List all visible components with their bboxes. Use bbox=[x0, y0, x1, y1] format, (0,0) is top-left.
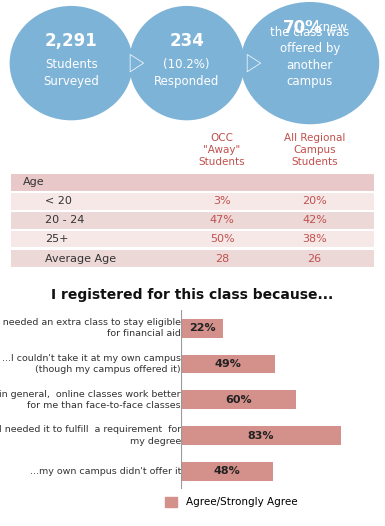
FancyBboxPatch shape bbox=[12, 249, 373, 268]
Text: 83%: 83% bbox=[248, 430, 274, 441]
Bar bbox=[181, 462, 273, 481]
Text: 22%: 22% bbox=[189, 323, 216, 333]
Text: 70%: 70% bbox=[283, 18, 323, 37]
Text: 20 - 24: 20 - 24 bbox=[45, 215, 84, 225]
Text: Students
Surveyed: Students Surveyed bbox=[43, 58, 99, 88]
Text: Average Age: Average Age bbox=[45, 254, 116, 264]
FancyBboxPatch shape bbox=[12, 229, 373, 248]
Ellipse shape bbox=[10, 6, 133, 120]
Text: (10.2%)
Responded: (10.2%) Responded bbox=[154, 58, 219, 88]
Bar bbox=[181, 319, 223, 338]
Text: ...I needed it to fulfill  a requirement  for
my degree: ...I needed it to fulfill a requirement … bbox=[0, 426, 181, 446]
FancyBboxPatch shape bbox=[12, 191, 373, 210]
Text: 25+: 25+ bbox=[45, 234, 68, 244]
Bar bbox=[181, 426, 341, 445]
Ellipse shape bbox=[129, 6, 244, 120]
Text: 38%: 38% bbox=[302, 234, 327, 244]
Polygon shape bbox=[130, 55, 144, 72]
Text: ...I needed an extra class to stay eligible
for financial aid: ...I needed an extra class to stay eligi… bbox=[0, 318, 181, 338]
Text: 42%: 42% bbox=[302, 215, 327, 225]
Text: OCC
"Away"
Students: OCC "Away" Students bbox=[199, 133, 245, 167]
Text: 2,291: 2,291 bbox=[45, 33, 98, 50]
Text: All Regional
Campus
Students: All Regional Campus Students bbox=[284, 133, 345, 167]
Text: 60%: 60% bbox=[225, 394, 252, 405]
Text: Age: Age bbox=[22, 177, 44, 187]
Legend: Agree/Strongly Agree: Agree/Strongly Agree bbox=[161, 493, 301, 512]
Bar bbox=[181, 390, 296, 409]
FancyBboxPatch shape bbox=[12, 173, 373, 191]
Text: the class was
offered by
another
campus: the class was offered by another campus bbox=[270, 26, 350, 88]
Text: ...I couldn't take it at my own campus
(though my campus offered it): ...I couldn't take it at my own campus (… bbox=[2, 354, 181, 374]
Text: 234: 234 bbox=[169, 33, 204, 50]
Bar bbox=[181, 355, 275, 373]
Text: < 20: < 20 bbox=[45, 196, 72, 206]
Polygon shape bbox=[247, 55, 261, 72]
Text: 50%: 50% bbox=[210, 234, 234, 244]
Text: 28: 28 bbox=[215, 254, 229, 264]
Text: 48%: 48% bbox=[214, 466, 241, 477]
Text: ...my own campus didn't offer it: ...my own campus didn't offer it bbox=[30, 467, 181, 476]
Text: 49%: 49% bbox=[215, 359, 241, 369]
Text: 47%: 47% bbox=[209, 215, 234, 225]
Text: 20%: 20% bbox=[302, 196, 327, 206]
Text: 3%: 3% bbox=[213, 196, 231, 206]
FancyBboxPatch shape bbox=[12, 210, 373, 229]
Text: ...in general,  online classes work better
for me than face-to-face classes: ...in general, online classes work bette… bbox=[0, 390, 181, 410]
Text: I registered for this class because...: I registered for this class because... bbox=[51, 288, 334, 301]
Text: knew: knew bbox=[312, 21, 347, 34]
Text: 26: 26 bbox=[307, 254, 321, 264]
Ellipse shape bbox=[241, 2, 379, 124]
